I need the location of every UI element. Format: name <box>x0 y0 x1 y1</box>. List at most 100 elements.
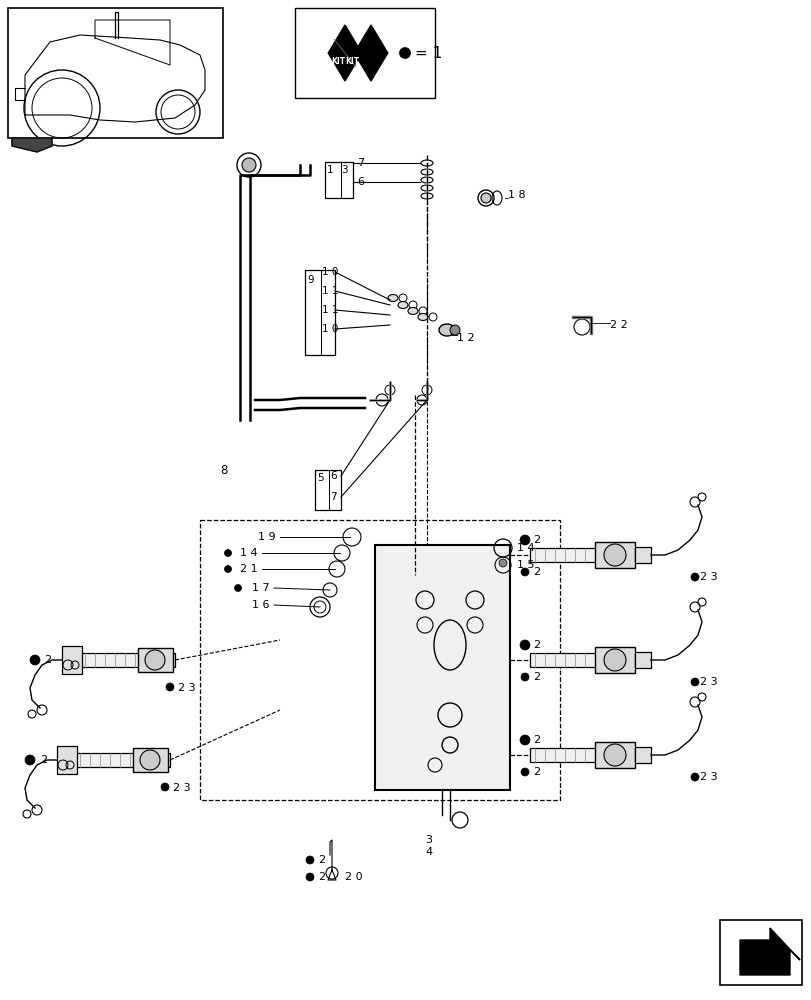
Text: 1 9: 1 9 <box>258 532 275 542</box>
Circle shape <box>521 568 528 576</box>
Text: 2 3: 2 3 <box>699 572 717 582</box>
Circle shape <box>306 873 314 881</box>
Ellipse shape <box>407 308 418 314</box>
Text: 2: 2 <box>532 535 539 545</box>
Circle shape <box>449 325 460 335</box>
Bar <box>133 748 168 772</box>
Circle shape <box>145 650 165 670</box>
Text: 2 3: 2 3 <box>699 772 717 782</box>
Bar <box>594 647 634 673</box>
Bar <box>324 162 353 198</box>
Circle shape <box>224 566 231 572</box>
Bar <box>80 653 175 667</box>
Bar <box>75 753 169 767</box>
Ellipse shape <box>439 324 454 336</box>
Bar <box>594 742 634 768</box>
Polygon shape <box>739 928 799 975</box>
Ellipse shape <box>397 302 407 308</box>
Polygon shape <box>354 25 388 81</box>
Text: 1 0: 1 0 <box>322 267 338 277</box>
Text: 3: 3 <box>424 835 431 845</box>
Text: 7: 7 <box>357 158 363 168</box>
Circle shape <box>499 559 506 567</box>
Bar <box>200 520 560 800</box>
Text: 1 7: 1 7 <box>251 583 269 593</box>
Bar <box>530 653 639 667</box>
Circle shape <box>242 158 255 172</box>
Text: 2 3: 2 3 <box>173 783 191 793</box>
Text: 1 5: 1 5 <box>517 560 534 570</box>
Circle shape <box>603 744 625 766</box>
Circle shape <box>521 768 528 776</box>
Text: 1 2: 1 2 <box>457 333 474 343</box>
Bar <box>719 920 801 985</box>
Circle shape <box>603 649 625 671</box>
Text: 1: 1 <box>327 165 333 175</box>
Polygon shape <box>328 25 362 81</box>
Circle shape <box>234 584 241 591</box>
Bar <box>305 270 335 355</box>
Text: 1 6: 1 6 <box>251 600 269 610</box>
Circle shape <box>690 678 698 686</box>
Bar <box>315 470 341 510</box>
Text: 1 0: 1 0 <box>322 324 338 334</box>
Bar <box>57 746 77 774</box>
Ellipse shape <box>388 294 397 302</box>
Circle shape <box>603 544 625 566</box>
Bar <box>634 747 650 763</box>
Circle shape <box>224 550 231 556</box>
Bar <box>634 652 650 668</box>
Ellipse shape <box>420 185 432 191</box>
Text: 2 3: 2 3 <box>178 683 195 693</box>
Bar <box>594 542 634 568</box>
Text: 1 4: 1 4 <box>240 548 257 558</box>
Circle shape <box>519 535 530 545</box>
Text: = 1: = 1 <box>414 46 442 61</box>
Ellipse shape <box>420 160 432 166</box>
Circle shape <box>480 193 491 203</box>
Circle shape <box>519 735 530 745</box>
Text: 2 2: 2 2 <box>609 320 627 330</box>
Text: 2 3: 2 3 <box>699 677 717 687</box>
Text: 2: 2 <box>532 672 539 682</box>
Circle shape <box>519 640 530 650</box>
Bar <box>138 648 173 672</box>
Circle shape <box>25 755 35 765</box>
Text: 5: 5 <box>316 473 324 483</box>
Text: 2 0: 2 0 <box>345 872 363 882</box>
Text: 2: 2 <box>40 755 47 765</box>
Text: 2: 2 <box>318 855 324 865</box>
Text: 2: 2 <box>532 567 539 577</box>
Text: 2: 2 <box>318 872 324 882</box>
Text: 2: 2 <box>532 767 539 777</box>
Polygon shape <box>12 138 52 152</box>
Circle shape <box>690 773 698 781</box>
Bar <box>8 8 223 138</box>
Circle shape <box>306 856 314 864</box>
Circle shape <box>399 47 410 59</box>
Text: 2: 2 <box>44 655 51 665</box>
Ellipse shape <box>418 314 427 320</box>
Circle shape <box>165 683 174 691</box>
Circle shape <box>30 655 40 665</box>
Text: 3: 3 <box>341 165 347 175</box>
Text: 1 1: 1 1 <box>322 305 338 315</box>
Text: 2 1: 2 1 <box>240 564 257 574</box>
Ellipse shape <box>420 169 432 175</box>
Circle shape <box>521 673 528 681</box>
Text: 2: 2 <box>532 735 539 745</box>
Text: 8: 8 <box>220 464 227 477</box>
Text: KIT: KIT <box>331 57 345 66</box>
Bar <box>634 547 650 563</box>
Circle shape <box>139 750 160 770</box>
Circle shape <box>161 783 169 791</box>
Bar <box>62 646 82 674</box>
Bar <box>530 748 639 762</box>
Text: 6: 6 <box>357 177 363 187</box>
Bar <box>375 545 509 790</box>
Text: 1 8: 1 8 <box>508 190 525 200</box>
Ellipse shape <box>420 177 432 183</box>
Text: KIT: KIT <box>345 57 358 66</box>
Text: 7: 7 <box>329 492 337 502</box>
Text: 1 1: 1 1 <box>322 286 338 296</box>
